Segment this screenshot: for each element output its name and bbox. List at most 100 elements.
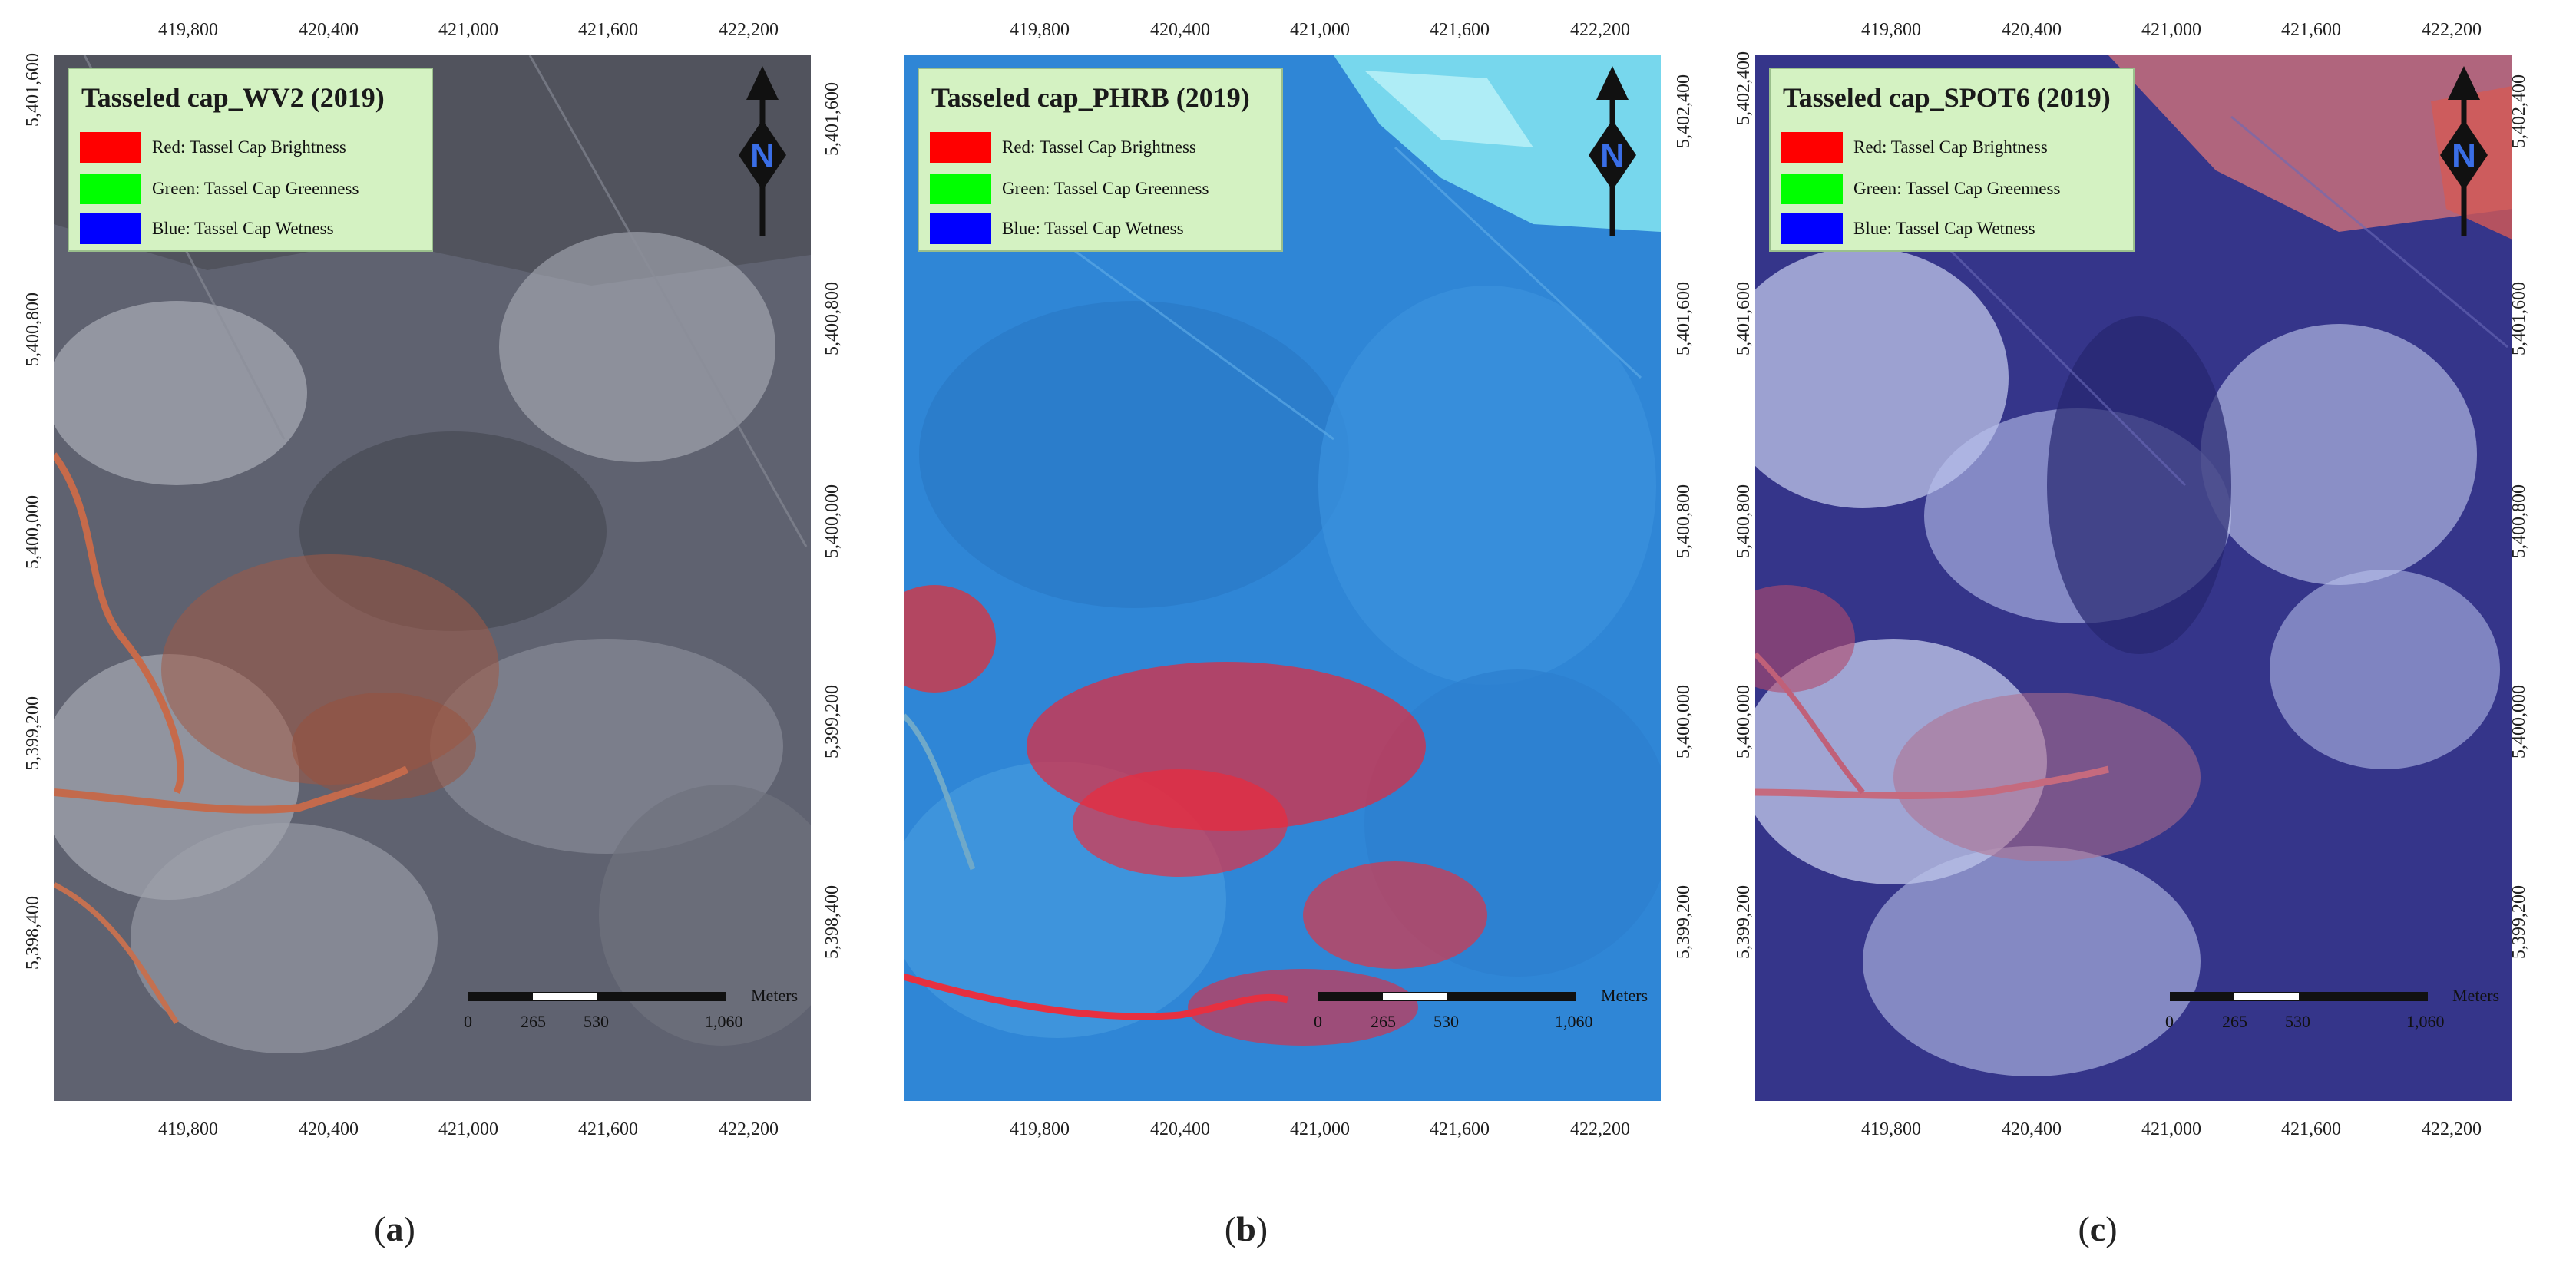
x-tick-bottom: 420,400	[2002, 1119, 2062, 1139]
x-tick-bottom: 421,600	[578, 1119, 638, 1139]
x-tick-top: 419,800	[158, 20, 218, 40]
y-tick-left: 5,398,400	[23, 896, 43, 970]
x-tick-top: 422,200	[1570, 20, 1630, 40]
north-arrow-icon: N	[1589, 66, 1636, 236]
satellite-image: Tasseled cap_WV2 (2019) Red: Tassel Cap …	[54, 55, 811, 1101]
x-tick-bottom: 421,600	[1430, 1119, 1490, 1139]
north-letter: N	[750, 137, 775, 174]
x-tick-top: 420,400	[299, 20, 359, 40]
legend-label: Red: Tassel Cap Brightness	[1002, 137, 1196, 157]
north-arrow-icon: N	[739, 66, 786, 236]
scale-segment	[1447, 992, 1576, 1001]
x-tick-top: 421,000	[1290, 20, 1350, 40]
x-tick-top: 421,600	[2281, 20, 2341, 40]
scale-label: 265	[2222, 1012, 2247, 1031]
y-tick-left: 5,399,200	[1734, 885, 1754, 959]
x-tick-bottom: 422,200	[719, 1119, 779, 1139]
x-tick-bottom: 421,000	[438, 1119, 498, 1139]
scale-label: 0	[1314, 1012, 1322, 1031]
x-tick-top: 421,000	[438, 20, 498, 40]
scale-segment	[468, 992, 533, 1001]
y-tick-left: 5,400,000	[1734, 685, 1754, 759]
scale-bar: Meters 0 265 530 1,060	[464, 986, 798, 1046]
swatch-green	[930, 174, 991, 204]
x-tick-top: 421,600	[1430, 20, 1490, 40]
legend-title: Tasseled cap_SPOT6 (2019)	[1783, 82, 2111, 113]
north-letter: N	[1600, 137, 1625, 174]
scale-bar: Meters 0 265 530 1,060	[2165, 986, 2499, 1046]
map-panel-c: 419,800 420,400 421,000 421,600 422,200 …	[1703, 0, 2548, 1276]
swatch-blue	[930, 213, 991, 244]
scale-segment	[1383, 992, 1447, 1001]
legend-title: Tasseled cap_PHRB (2019)	[931, 82, 1250, 113]
y-tick-right: 5,398,400	[822, 885, 842, 959]
swatch-red	[80, 132, 141, 163]
legend-title: Tasseled cap_WV2 (2019)	[81, 82, 385, 113]
x-tick-bottom: 422,200	[1570, 1119, 1630, 1139]
legend-label: Blue: Tassel Cap Wetness	[1853, 219, 2035, 238]
y-tick-right: 5,400,000	[822, 484, 842, 558]
scale-segment	[2170, 992, 2234, 1001]
scale-segment	[2299, 992, 2428, 1001]
y-tick-right: 5,399,200	[822, 685, 842, 759]
legend-label: Blue: Tassel Cap Wetness	[152, 219, 334, 238]
satellite-image: Tasseled cap_PHRB (2019) Red: Tassel Cap…	[904, 55, 1661, 1101]
y-tick-right: 5,401,600	[1674, 282, 1694, 355]
scale-label: 265	[1371, 1012, 1396, 1031]
swatch-blue	[1781, 213, 1843, 244]
x-tick-bottom: 421,600	[2281, 1119, 2341, 1139]
scale-label: 0	[464, 1012, 472, 1031]
north-letter: N	[2452, 137, 2476, 174]
x-tick-top: 421,600	[578, 20, 638, 40]
y-tick-right: 5,400,800	[822, 282, 842, 355]
y-tick-right: 5,400,800	[1674, 484, 1694, 558]
legend-label: Green: Tassel Cap Greenness	[1853, 179, 2061, 198]
map-legend: Tasseled cap_WV2 (2019) Red: Tassel Cap …	[68, 68, 433, 252]
y-tick-left: 5,401,600	[23, 53, 43, 127]
scale-label: 1,060	[2406, 1012, 2445, 1031]
scale-label: 530	[584, 1012, 609, 1031]
y-tick-right: 5,402,400	[1674, 74, 1694, 148]
x-tick-bottom: 422,200	[2422, 1119, 2482, 1139]
scale-unit: Meters	[2452, 986, 2500, 1005]
x-tick-top: 420,400	[2002, 20, 2062, 40]
caption-letter: b	[1236, 1209, 1256, 1248]
y-tick-left: 5,400,800	[1734, 484, 1754, 558]
x-tick-top: 420,400	[1150, 20, 1210, 40]
legend-label: Red: Tassel Cap Brightness	[152, 137, 346, 157]
scale-label: 0	[2165, 1012, 2174, 1031]
panel-caption: (b)	[1224, 1209, 1268, 1248]
legend-label: Green: Tassel Cap Greenness	[1002, 179, 1209, 198]
legend-label: Blue: Tassel Cap Wetness	[1002, 219, 1184, 238]
x-tick-top: 419,800	[1010, 20, 1070, 40]
panel-caption: (c)	[2078, 1209, 2118, 1248]
scale-unit: Meters	[751, 986, 799, 1005]
map-legend: Tasseled cap_SPOT6 (2019) Red: Tassel Ca…	[1769, 68, 2135, 252]
x-tick-bottom: 419,800	[1010, 1119, 1070, 1139]
scale-label: 265	[521, 1012, 546, 1031]
map-panel-b: 419,800 420,400 421,000 421,600 422,200 …	[852, 0, 1696, 1276]
scale-unit: Meters	[1601, 986, 1648, 1005]
legend-label: Red: Tassel Cap Brightness	[1853, 137, 2048, 157]
x-tick-bottom: 419,800	[1861, 1119, 1921, 1139]
y-tick-left: 5,402,400	[1734, 51, 1754, 125]
scale-label: 530	[1433, 1012, 1459, 1031]
satellite-image: Tasseled cap_SPOT6 (2019) Red: Tassel Ca…	[1755, 55, 2512, 1101]
swatch-green	[80, 174, 141, 204]
y-tick-right: 5,401,600	[822, 82, 842, 156]
scale-label: 530	[2285, 1012, 2310, 1031]
x-tick-top: 419,800	[1861, 20, 1921, 40]
y-tick-left: 5,401,600	[1734, 282, 1754, 355]
y-tick-right: 5,400,000	[1674, 685, 1694, 759]
scale-segment	[597, 992, 726, 1001]
x-tick-bottom: 420,400	[1150, 1119, 1210, 1139]
x-tick-top: 422,200	[719, 20, 779, 40]
scale-label: 1,060	[1555, 1012, 1593, 1031]
caption-letter: a	[385, 1209, 404, 1248]
north-arrow-icon: N	[2440, 66, 2488, 236]
x-tick-top: 422,200	[2422, 20, 2482, 40]
swatch-green	[1781, 174, 1843, 204]
scale-bar: Meters 0 265 530 1,060	[1314, 986, 1648, 1046]
scale-segment	[2234, 992, 2299, 1001]
swatch-blue	[80, 213, 141, 244]
